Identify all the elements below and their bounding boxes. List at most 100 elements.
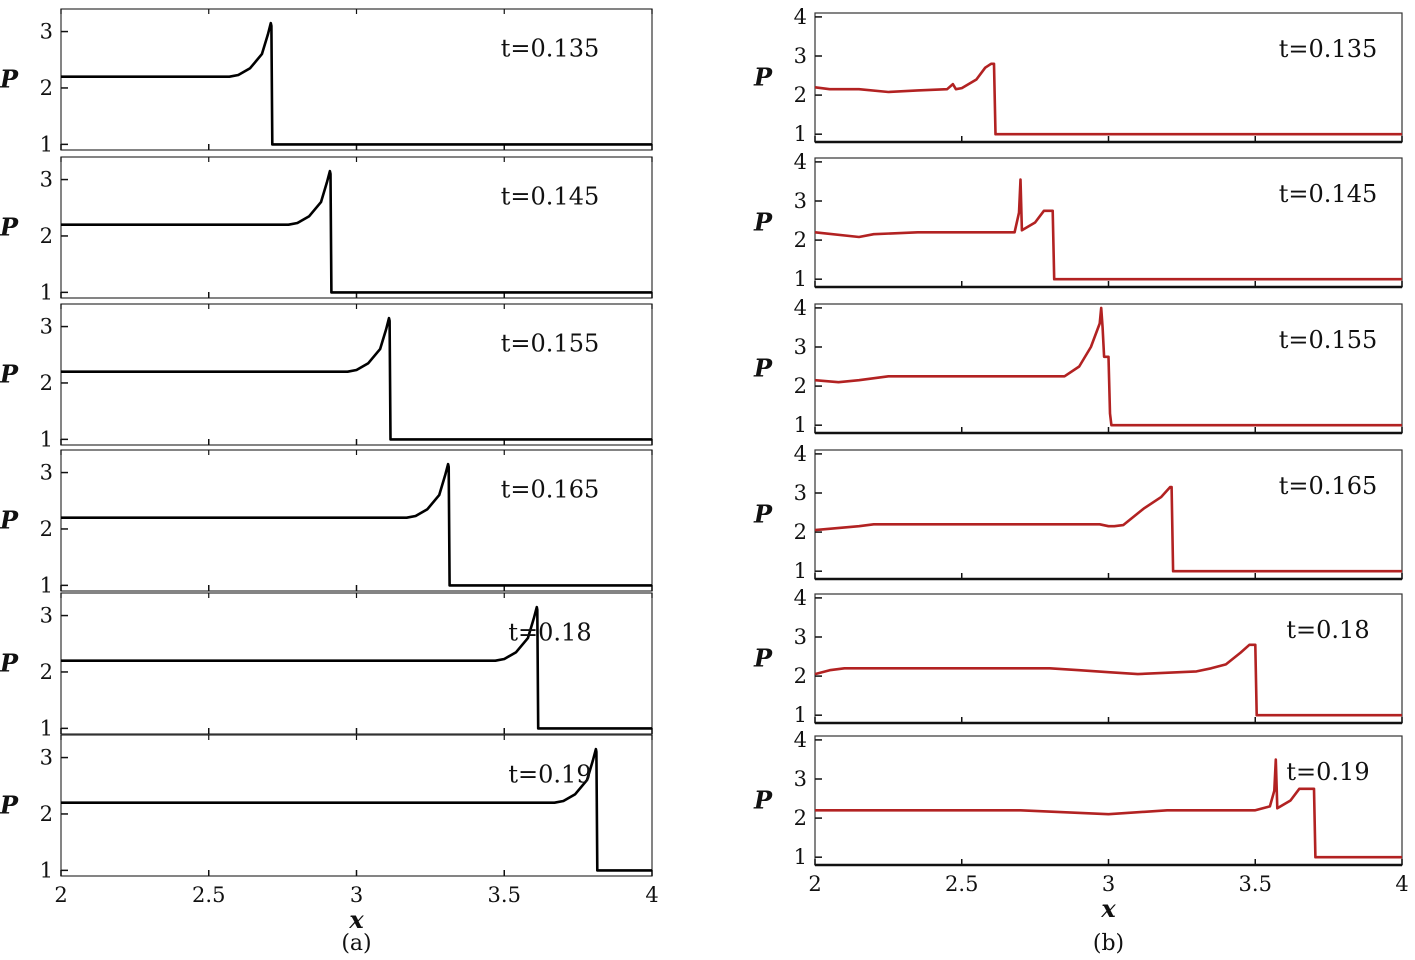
y-axis-label: P [753, 786, 773, 815]
y-tick-label: 4 [794, 296, 807, 320]
subplot-frame [814, 593, 1403, 724]
y-axis-label: P [753, 354, 773, 383]
y-tick-label: 2 [794, 374, 807, 398]
y-tick-label: 1 [40, 280, 53, 304]
y-axis-label: P [0, 360, 19, 389]
subplot-frame [60, 156, 653, 299]
series-line [814, 485, 1402, 573]
y-axis-label: P [0, 506, 19, 535]
time-label: t=0.18 [1286, 616, 1369, 644]
y-tick-label: 1 [794, 413, 807, 437]
y-tick-label: 3 [794, 625, 807, 649]
series-line [814, 178, 1402, 281]
series-line [61, 605, 652, 730]
time-label: t=0.145 [501, 182, 599, 210]
y-tick-label: 2 [794, 228, 807, 252]
subplot-frame [60, 303, 653, 446]
y-tick-label: 2 [794, 664, 807, 688]
time-label: t=0.155 [1279, 326, 1377, 354]
series-line [61, 316, 652, 441]
series-line [61, 21, 652, 146]
subplot-frame [60, 592, 653, 735]
y-tick-label: 1 [794, 559, 807, 583]
y-tick-label: 2 [794, 520, 807, 544]
time-label: t=0.135 [1279, 35, 1377, 63]
x-tick-label: 3 [350, 883, 363, 907]
time-label: t=0.18 [508, 618, 591, 646]
y-axis-label: P [0, 65, 19, 94]
time-label: t=0.165 [1279, 472, 1377, 500]
series-line [814, 62, 1402, 136]
y-axis-label: P [753, 644, 773, 673]
x-tick-label: 3.5 [1239, 872, 1272, 896]
y-tick-label: 2 [40, 224, 53, 248]
y-tick-label: 3 [794, 767, 807, 791]
y-tick-label: 3 [40, 461, 53, 485]
y-tick-label: 2 [794, 83, 807, 107]
y-tick-label: 1 [40, 858, 53, 882]
subplot-frame [60, 734, 653, 877]
x-tick-label: 3.5 [488, 883, 521, 907]
time-label: t=0.19 [1286, 758, 1369, 786]
x-tick-label: 4 [1395, 872, 1408, 896]
y-tick-label: 3 [794, 481, 807, 505]
y-tick-label: 1 [40, 427, 53, 451]
panel-caption: (a) [341, 931, 371, 956]
x-tick-label: 2.5 [945, 872, 978, 896]
time-label: t=0.165 [501, 475, 599, 503]
y-axis-label: P [753, 208, 773, 237]
time-label: t=0.19 [508, 760, 591, 788]
y-tick-label: 1 [40, 132, 53, 156]
y-tick-label: 3 [794, 44, 807, 68]
y-axis-label: P [0, 791, 19, 820]
series-line [814, 306, 1402, 427]
time-label: t=0.145 [1279, 180, 1377, 208]
x-tick-label: 3 [1102, 872, 1115, 896]
series-line [814, 643, 1402, 717]
x-tick-label: 2 [54, 883, 67, 907]
x-axis-label: x [1100, 894, 1116, 923]
y-tick-label: 2 [40, 660, 53, 684]
time-label: t=0.155 [501, 329, 599, 357]
y-tick-label: 1 [794, 122, 807, 146]
y-tick-label: 3 [794, 189, 807, 213]
y-tick-label: 1 [40, 716, 53, 740]
y-tick-label: 3 [40, 604, 53, 628]
y-tick-label: 3 [40, 20, 53, 44]
panel-caption: (b) [1093, 931, 1124, 956]
x-tick-label: 2 [808, 872, 821, 896]
series-line [61, 462, 652, 587]
y-tick-label: 1 [794, 703, 807, 727]
subplot-frame [814, 449, 1403, 580]
y-tick-label: 3 [40, 746, 53, 770]
y-axis-label: P [0, 213, 19, 242]
x-tick-label: 2.5 [192, 883, 225, 907]
y-tick-label: 2 [40, 371, 53, 395]
y-tick-label: 3 [794, 335, 807, 359]
x-tick-label: 4 [645, 883, 658, 907]
y-axis-label: P [0, 649, 19, 678]
subplot-frame [814, 12, 1403, 143]
series-line [815, 758, 1402, 859]
subplot-frame [814, 157, 1403, 288]
y-tick-label: 4 [794, 442, 807, 466]
series-line [61, 169, 652, 294]
y-tick-label: 4 [794, 586, 807, 610]
y-tick-label: 4 [794, 5, 807, 29]
y-tick-label: 1 [794, 267, 807, 291]
subplot-frame [60, 8, 653, 151]
y-axis-label: P [753, 500, 773, 529]
y-tick-label: 4 [794, 150, 807, 174]
x-axis-label: x [348, 905, 364, 934]
y-tick-label: 4 [794, 728, 807, 752]
series-line [61, 747, 652, 872]
y-tick-label: 3 [40, 168, 53, 192]
y-tick-label: 3 [40, 315, 53, 339]
y-tick-label: 1 [40, 573, 53, 597]
y-tick-label: 1 [794, 845, 807, 869]
time-label: t=0.135 [501, 34, 599, 62]
y-tick-label: 2 [40, 76, 53, 100]
y-tick-label: 2 [40, 802, 53, 826]
y-tick-label: 2 [794, 806, 807, 830]
